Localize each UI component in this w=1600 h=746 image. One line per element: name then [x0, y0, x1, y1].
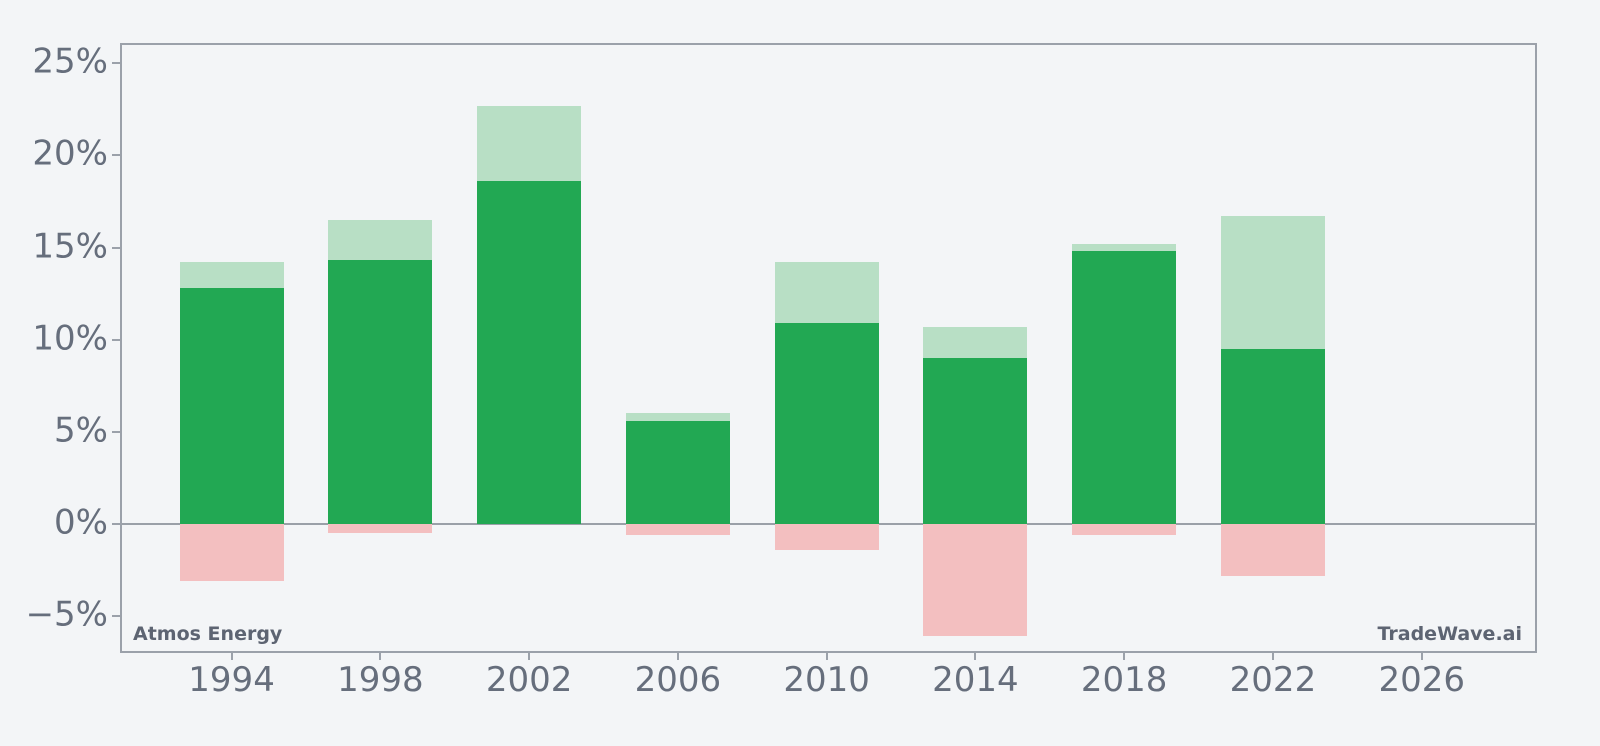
y-tick-label: 20%: [32, 133, 108, 174]
source-watermark: TradeWave.ai: [1377, 623, 1522, 645]
y-tick-label: 10%: [32, 318, 108, 359]
x-tick-label: 2014: [932, 660, 1019, 700]
y-tick-mark: [112, 430, 120, 433]
company-watermark: Atmos Energy: [133, 623, 283, 645]
y-tick-mark: [112, 615, 120, 618]
bar-intra-low: [1072, 523, 1177, 536]
x-tick-mark: [1123, 653, 1126, 660]
x-tick-mark: [974, 653, 977, 660]
plot-area: [120, 43, 1537, 653]
bar-return: [179, 288, 284, 524]
bar-intra-low: [179, 523, 284, 582]
y-tick-mark: [112, 338, 120, 341]
x-tick-label: 2006: [634, 660, 722, 700]
bar-return: [477, 181, 582, 524]
bar-return: [774, 323, 879, 524]
x-tick-label: 2026: [1378, 660, 1465, 700]
y-tick-label: 0%: [54, 502, 108, 543]
bar-return: [1072, 251, 1177, 524]
bar-intra-low: [923, 523, 1028, 637]
y-tick-mark: [112, 62, 120, 65]
bar-intra-low: [774, 523, 879, 550]
bar-return: [625, 420, 730, 524]
y-tick-label: −5%: [25, 594, 108, 635]
x-tick-mark: [1271, 653, 1274, 660]
y-tick-label: 15%: [32, 225, 108, 266]
y-tick-mark: [112, 246, 120, 249]
x-tick-label: 2002: [485, 660, 573, 700]
bar-intra-low: [625, 523, 730, 536]
x-tick-label: 1994: [188, 660, 275, 700]
bar-return: [1220, 348, 1325, 524]
bar-return: [923, 358, 1028, 524]
y-tick-mark: [112, 522, 120, 525]
x-tick-label: 2022: [1229, 660, 1317, 700]
x-tick-mark: [1420, 653, 1423, 660]
bar-intra-low: [1220, 523, 1325, 576]
bar-intra-low: [328, 523, 433, 534]
x-tick-label: 1998: [337, 660, 424, 700]
x-tick-mark: [676, 653, 679, 660]
bar-return: [328, 260, 433, 524]
y-tick-label: 25%: [32, 41, 108, 82]
y-tick-mark: [112, 154, 120, 157]
x-tick-label: 2010: [783, 660, 870, 700]
x-tick-mark: [230, 653, 233, 660]
x-tick-mark: [825, 653, 828, 660]
x-tick-mark: [379, 653, 382, 660]
x-tick-mark: [528, 653, 531, 660]
x-tick-label: 2018: [1080, 660, 1168, 700]
y-tick-label: 5%: [54, 410, 108, 451]
